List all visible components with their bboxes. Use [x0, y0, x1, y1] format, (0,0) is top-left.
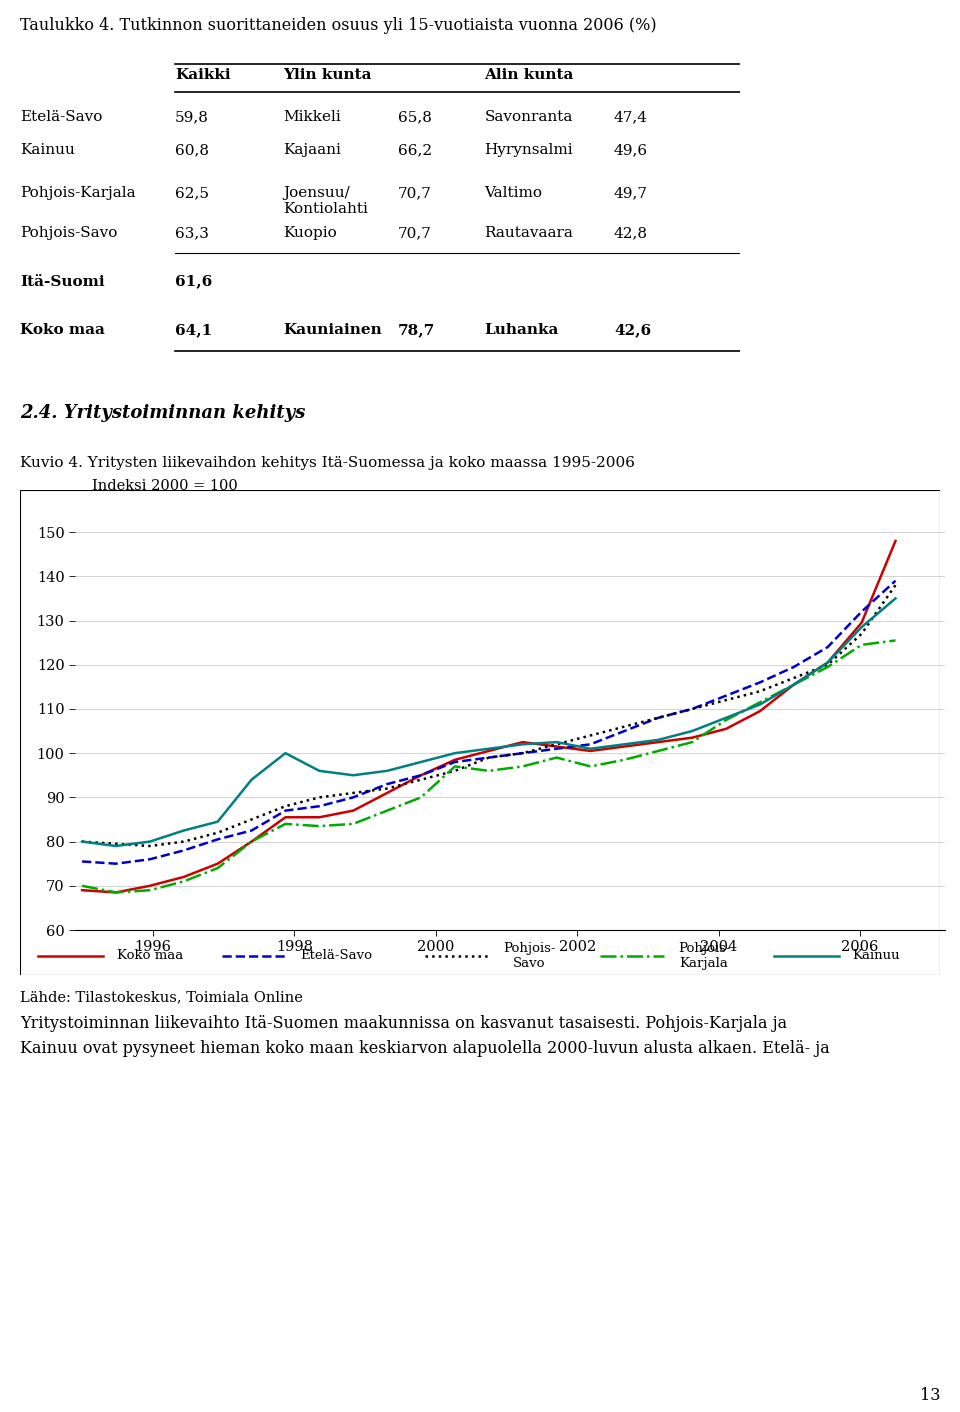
- Text: Kuvio 4. Yritysten liikevaihdon kehitys Itä-Suomessa ja koko maassa 1995-2006: Kuvio 4. Yritysten liikevaihdon kehitys …: [20, 456, 635, 470]
- Text: Kainuu: Kainuu: [20, 144, 75, 158]
- Text: Koko maa: Koko maa: [20, 323, 105, 337]
- Text: 64,1: 64,1: [175, 323, 212, 337]
- Text: Pohjois-Karjala: Pohjois-Karjala: [20, 186, 135, 201]
- Text: Etelä-Savo: Etelä-Savo: [20, 110, 103, 124]
- Text: 70,7: 70,7: [398, 226, 432, 240]
- Text: Indeksi 2000 = 100: Indeksi 2000 = 100: [92, 479, 238, 493]
- Text: Kajaani: Kajaani: [283, 144, 341, 158]
- Text: 49,6: 49,6: [614, 144, 648, 158]
- Text: Etelä-Savo: Etelä-Savo: [300, 949, 372, 962]
- Text: 61,6: 61,6: [175, 274, 212, 288]
- Text: 65,8: 65,8: [398, 110, 432, 124]
- Text: Rautavaara: Rautavaara: [485, 226, 573, 240]
- Text: Hyrynsalmi: Hyrynsalmi: [485, 144, 573, 158]
- Text: 78,7: 78,7: [398, 323, 435, 337]
- Text: Kainuu: Kainuu: [852, 949, 900, 962]
- Text: 47,4: 47,4: [614, 110, 648, 124]
- Text: Itä-Suomi: Itä-Suomi: [20, 274, 105, 288]
- Text: Joensuu/
Kontiolahti: Joensuu/ Kontiolahti: [283, 186, 368, 216]
- Text: 49,7: 49,7: [614, 186, 648, 201]
- Text: 13: 13: [920, 1388, 940, 1405]
- Text: 42,8: 42,8: [614, 226, 648, 240]
- Text: 63,3: 63,3: [175, 226, 208, 240]
- Text: Ylin kunta: Ylin kunta: [283, 68, 372, 82]
- Text: Lähde: Tilastokeskus, Toimiala Online: Lähde: Tilastokeskus, Toimiala Online: [20, 990, 302, 1004]
- Text: Alin kunta: Alin kunta: [485, 68, 574, 82]
- Text: Mikkeli: Mikkeli: [283, 110, 341, 124]
- Text: Taulukko 4. Tutkinnon suorittaneiden osuus yli 15-vuotiaista vuonna 2006 (%): Taulukko 4. Tutkinnon suorittaneiden osu…: [20, 17, 657, 34]
- Text: 62,5: 62,5: [175, 186, 209, 201]
- Text: 70,7: 70,7: [398, 186, 432, 201]
- Text: Pohjois-Savo: Pohjois-Savo: [20, 226, 117, 240]
- Text: 60,8: 60,8: [175, 144, 209, 158]
- Text: Kauniainen: Kauniainen: [283, 323, 381, 337]
- Text: Pohjois-
Savo: Pohjois- Savo: [503, 942, 556, 970]
- Text: 66,2: 66,2: [398, 144, 432, 158]
- Text: Savonranta: Savonranta: [485, 110, 573, 124]
- Text: 42,6: 42,6: [614, 323, 651, 337]
- Text: Kaikki: Kaikki: [175, 68, 230, 82]
- Text: Yritystoiminnan liikevaihto Itä-Suomen maakunnissa on kasvanut tasaisesti. Pohjo: Yritystoiminnan liikevaihto Itä-Suomen m…: [20, 1015, 829, 1056]
- Text: Luhanka: Luhanka: [485, 323, 559, 337]
- Text: Pohjois-
Karjala: Pohjois- Karjala: [678, 942, 731, 970]
- Text: 2.4. Yritystoiminnan kehitys: 2.4. Yritystoiminnan kehitys: [20, 404, 305, 422]
- Text: Valtimo: Valtimo: [485, 186, 542, 201]
- Text: Kuopio: Kuopio: [283, 226, 337, 240]
- Text: Koko maa: Koko maa: [116, 949, 182, 962]
- Text: 59,8: 59,8: [175, 110, 208, 124]
